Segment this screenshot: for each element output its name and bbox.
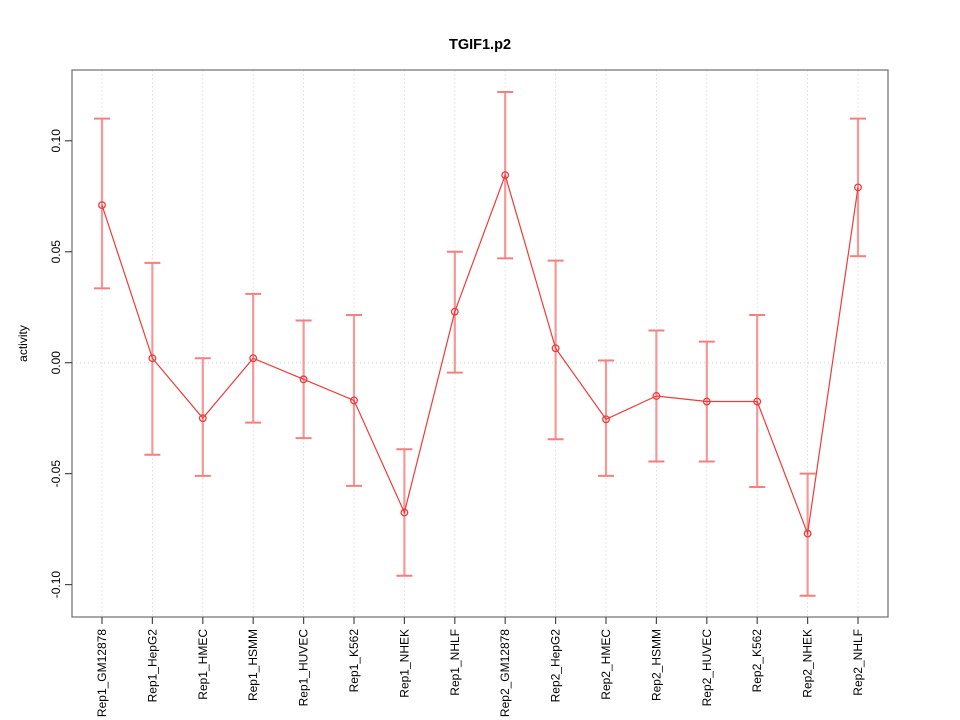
data-point	[148, 354, 157, 363]
plot-frame	[71, 69, 889, 618]
series-line	[101, 173, 859, 536]
data-point	[98, 201, 106, 210]
x-tick-label: Rep2_NHLF	[851, 629, 865, 696]
x-tick-label: Rep2_HMEC	[599, 629, 613, 700]
chart-title: TGIF1.p2	[449, 37, 511, 53]
x-tick-label: Rep2_HepG2	[549, 629, 563, 703]
x-tick-label: Rep2_NHEK	[801, 629, 815, 698]
x-tick-label: Rep1_GM12878	[95, 629, 109, 717]
data-point	[702, 397, 711, 406]
x-tick-label: Rep1_HSMM	[246, 629, 260, 701]
data-point	[602, 415, 610, 424]
x-tick-label: Rep1_NHLF	[448, 629, 462, 696]
y-tick-label: 0.00	[49, 351, 63, 375]
x-tick-label: Rep1_HMEC	[196, 629, 210, 700]
data-point	[501, 171, 510, 180]
data-point	[803, 529, 812, 538]
data-point	[299, 375, 308, 384]
y-tick-label: 0.05	[49, 240, 63, 264]
x-tick-label: Rep1_K562	[347, 629, 361, 693]
x-tick-label: Rep2_HUVEC	[700, 629, 714, 707]
x-tick-label: Rep1_HepG2	[145, 629, 159, 703]
x-tick-label: Rep2_HSMM	[649, 629, 663, 701]
data-point	[198, 414, 207, 423]
data-point	[551, 344, 560, 353]
data-point	[400, 508, 409, 517]
data-point	[652, 392, 661, 400]
x-tick-label: Rep1_HUVEC	[297, 629, 311, 707]
x-tick-label: Rep2_GM12878	[498, 629, 512, 717]
data-point	[854, 183, 862, 192]
x-tick-label: Rep2_K562	[750, 629, 764, 693]
y-tick-label: -0.05	[49, 460, 63, 488]
data-point	[249, 354, 258, 363]
data-point	[450, 307, 459, 316]
x-tick-label: Rep1_NHEK	[397, 629, 411, 698]
y-axis-title: activity	[16, 325, 30, 362]
data-point	[753, 397, 762, 406]
data-point	[350, 396, 358, 405]
y-tick-label: -0.10	[49, 571, 63, 599]
y-tick-label: 0.10	[49, 129, 63, 153]
